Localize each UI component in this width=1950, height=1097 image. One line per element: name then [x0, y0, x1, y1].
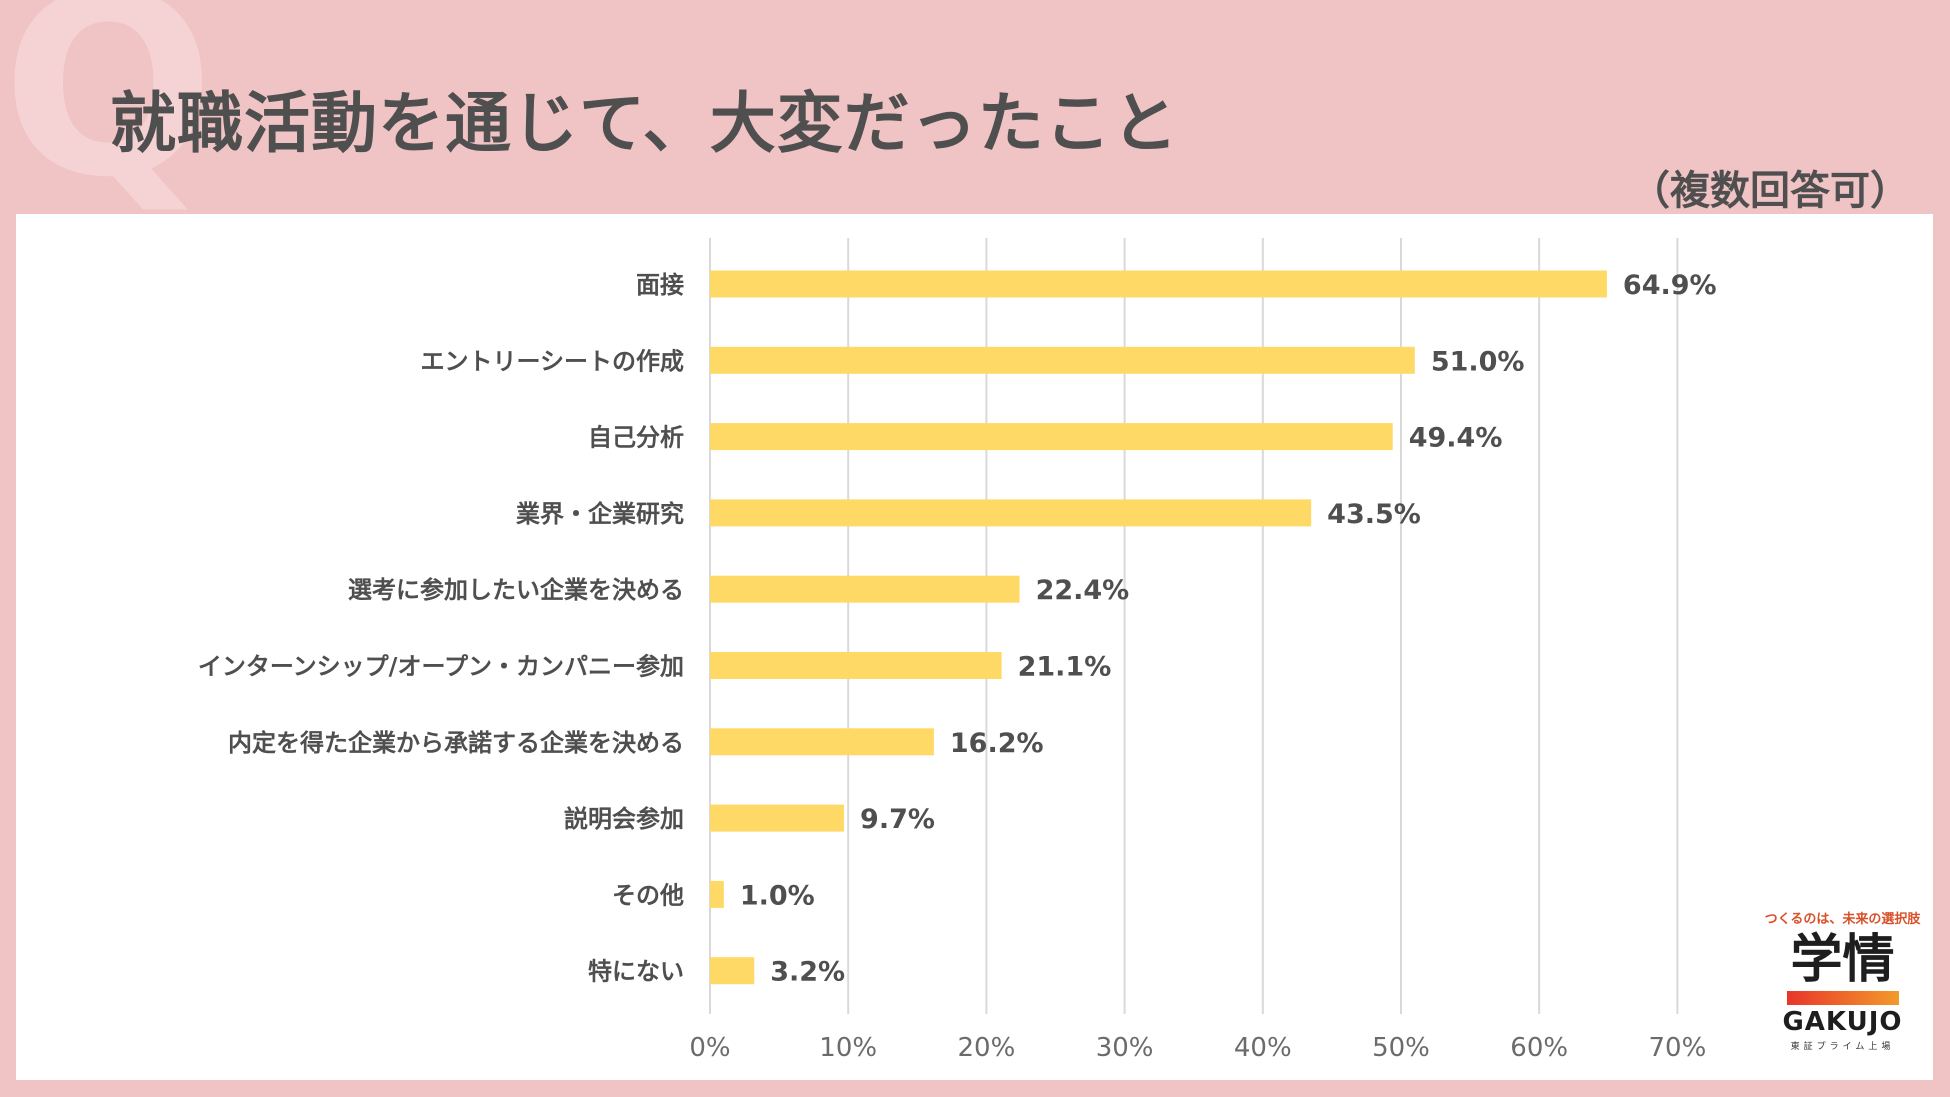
value-label-1: 51.0% [1431, 346, 1525, 377]
x-tick-label-40: 40% [1234, 1033, 1292, 1063]
category-label-1: エントリーシートの作成 [420, 347, 684, 375]
gakujo-logo: つくるのは、未来の選択肢 学情 GAKUJO 東証プライム上場 [1755, 908, 1930, 1068]
value-label-3: 43.5% [1327, 499, 1421, 530]
bar-7 [710, 804, 845, 832]
category-label-0: 面接 [636, 271, 684, 299]
x-tick-label-10: 10% [819, 1033, 877, 1063]
logo-kanji: 学情 [1790, 930, 1895, 990]
x-tick-label-30: 30% [1096, 1033, 1154, 1063]
value-label-7: 9.7% [860, 804, 935, 835]
multiple-answer-note: （複数回答可） [1630, 168, 1910, 214]
value-label-2: 49.4% [1409, 423, 1503, 454]
bar-5 [710, 652, 1002, 679]
logo-subtitle: 東証プライム上場 [1790, 1042, 1895, 1052]
category-label-8: その他 [612, 881, 684, 909]
value-label-5: 21.1% [1018, 652, 1112, 683]
value-label-4: 22.4% [1036, 575, 1130, 606]
category-label-3: 業界・企業研究 [516, 500, 684, 528]
x-tick-label-60: 60% [1510, 1033, 1568, 1063]
x-tick-label-20: 20% [958, 1033, 1016, 1063]
chart-panel: 0% 10% 20% 30% 40% 50% 60% 70% 面接 64.9% エントリーシートの作… [16, 214, 1933, 1080]
category-label-2: 自己分析 [588, 424, 684, 452]
category-label-4: 選考に参加したい企業を決める [348, 576, 684, 604]
q-mark-decoration: Q [2, 0, 215, 232]
bar-3 [710, 499, 1312, 527]
value-label-0: 64.9% [1623, 270, 1717, 301]
category-label-7: 説明会参加 [564, 805, 684, 833]
x-tick-label-50: 50% [1372, 1033, 1430, 1063]
value-label-8: 1.0% [740, 880, 815, 911]
bar-chart: 0% 10% 20% 30% 40% 50% 60% 70% 面接 64.9% エントリーシートの作… [198, 238, 1717, 1063]
bar-0 [710, 270, 1607, 298]
x-tick-label-0: 0% [689, 1033, 730, 1063]
bar-9 [710, 957, 755, 985]
bar-8 [710, 880, 724, 908]
category-label-9: 特にない [588, 958, 684, 986]
bar-2 [710, 423, 1393, 451]
value-label-6: 16.2% [950, 728, 1044, 759]
bar-1 [710, 346, 1415, 374]
value-label-9: 3.2% [770, 957, 845, 988]
bar-6 [710, 728, 934, 756]
logo-brand: GAKUJO [1782, 1007, 1903, 1037]
logo-color-bar [1786, 991, 1899, 1005]
page-title: 就職活動を通じて、大変だったこと [110, 85, 1179, 162]
x-tick-label-70: 70% [1649, 1033, 1707, 1063]
bar-4 [710, 575, 1020, 603]
category-label-5: インターンシップ/オープン・カンパニー参加 [198, 653, 684, 681]
category-label-6: 内定を得た企業から承諾する企業を決める [228, 729, 684, 757]
logo-tagline: つくるのは、未来の選択肢 [1764, 912, 1921, 927]
